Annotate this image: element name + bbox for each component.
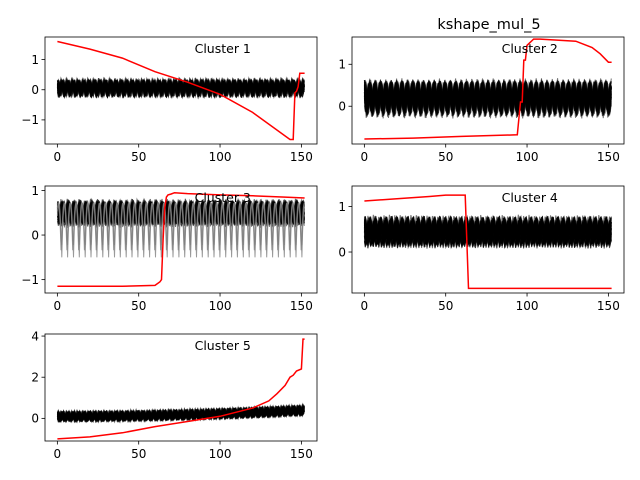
member-series-line xyxy=(363,84,612,107)
x-tick-label: 50 xyxy=(131,299,146,313)
x-tick-label: 150 xyxy=(597,150,620,164)
figure-title: kshape_mul_5 xyxy=(437,17,540,33)
y-tick-label: 1 xyxy=(31,184,39,198)
subplot-cluster-3: 0 50 100 150 −1 0 1 Cluster 3 xyxy=(21,184,318,313)
plot-area xyxy=(363,194,612,290)
x-tick-label: 100 xyxy=(209,299,232,313)
cluster-label: Cluster 3 xyxy=(195,190,251,205)
centroid-line xyxy=(57,191,305,288)
y-tick-label: 2 xyxy=(31,371,39,385)
subplot-cluster-5: 0 50 100 150 0 2 4 Cluster 5 xyxy=(31,329,318,461)
x-tick-label: 100 xyxy=(516,150,539,164)
axes-frame xyxy=(351,36,625,145)
plot-area xyxy=(56,338,305,440)
plot-area xyxy=(363,38,612,140)
x-tick-label: 150 xyxy=(290,150,313,164)
y-tick-label: 4 xyxy=(31,329,39,343)
x-tick-label: 50 xyxy=(131,447,146,461)
x-tick-label: 0 xyxy=(361,299,369,313)
x-tick-label: 50 xyxy=(438,150,453,164)
x-tick-label: 100 xyxy=(209,150,232,164)
member-series-line xyxy=(363,216,612,243)
y-tick-label: 0 xyxy=(338,245,346,259)
cluster-label: Cluster 1 xyxy=(195,41,251,56)
axes-frame xyxy=(44,185,318,294)
member-series-line xyxy=(56,404,305,420)
axes-frame xyxy=(44,36,318,145)
y-tick-label: 1 xyxy=(31,53,39,67)
x-tick-label: 0 xyxy=(54,299,62,313)
axes-frame xyxy=(351,185,625,294)
x-tick-label: 50 xyxy=(438,299,453,313)
centroid-line xyxy=(57,40,305,141)
y-tick-label: 0 xyxy=(31,228,39,242)
member-series-line xyxy=(57,81,305,99)
y-tick-label: −1 xyxy=(21,273,39,287)
y-tick-label: 0 xyxy=(31,412,39,426)
x-tick-label: 0 xyxy=(361,150,369,164)
x-tick-label: 0 xyxy=(54,447,62,461)
subplot-cluster-2: 0 50 100 150 0 1 Cluster 2 xyxy=(338,36,625,164)
member-series-line xyxy=(57,405,305,421)
y-tick-label: 0 xyxy=(31,83,39,97)
x-tick-label: 150 xyxy=(290,447,313,461)
axes-frame xyxy=(44,333,318,442)
x-tick-label: 100 xyxy=(516,299,539,313)
plot-area xyxy=(56,40,305,141)
cluster-label: Cluster 4 xyxy=(502,190,558,205)
x-tick-label: 150 xyxy=(597,299,620,313)
subplot-cluster-1: 0 50 100 150 −1 0 1 Cluster 1 xyxy=(21,36,318,164)
member-series-line xyxy=(363,215,612,240)
centroid-line xyxy=(364,38,612,140)
x-tick-label: 100 xyxy=(209,447,232,461)
y-tick-label: 1 xyxy=(338,200,346,214)
centroid-line xyxy=(364,194,612,290)
x-tick-label: 150 xyxy=(290,299,313,313)
y-tick-label: 1 xyxy=(338,58,346,72)
member-series-line xyxy=(56,201,305,251)
plot-area xyxy=(56,191,305,288)
x-tick-label: 50 xyxy=(131,150,146,164)
cluster-label: Cluster 2 xyxy=(502,41,558,56)
y-tick-label: −1 xyxy=(21,113,39,127)
subplot-cluster-4: 0 50 100 150 0 1 Cluster 4 xyxy=(338,185,625,313)
y-tick-label: 0 xyxy=(338,100,346,114)
cluster-label: Cluster 5 xyxy=(195,338,251,353)
centroid-line xyxy=(57,338,305,440)
x-tick-label: 0 xyxy=(54,150,62,164)
